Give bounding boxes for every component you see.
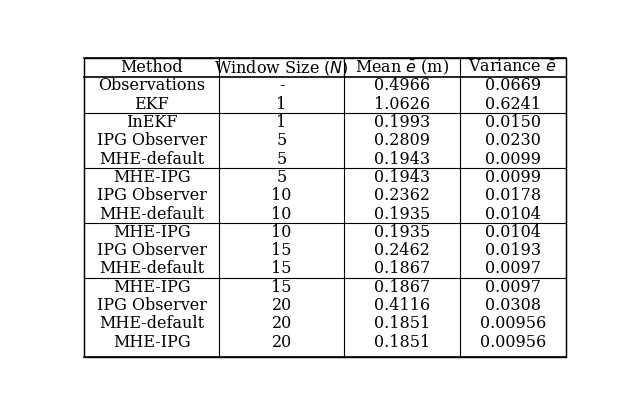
Text: 0.0178: 0.0178 [484, 187, 541, 204]
Text: 15: 15 [271, 279, 292, 296]
Text: MHE-IPG: MHE-IPG [113, 224, 190, 241]
Text: 0.1867: 0.1867 [374, 279, 430, 296]
Text: 15: 15 [271, 260, 292, 277]
Text: 20: 20 [271, 315, 292, 333]
Text: 15: 15 [271, 242, 292, 259]
Text: 0.1851: 0.1851 [374, 315, 430, 333]
Text: 10: 10 [271, 206, 292, 222]
Text: 5: 5 [276, 132, 287, 149]
Text: 0.1851: 0.1851 [374, 334, 430, 351]
Text: EKF: EKF [134, 95, 169, 113]
Text: 20: 20 [271, 334, 292, 351]
Text: IPG Observer: IPG Observer [96, 297, 207, 314]
Text: 0.4116: 0.4116 [374, 297, 430, 314]
Text: MHE-IPG: MHE-IPG [113, 169, 190, 186]
Text: 0.0193: 0.0193 [484, 242, 541, 259]
Text: IPG Observer: IPG Observer [96, 187, 207, 204]
Text: 0.0099: 0.0099 [485, 151, 541, 168]
Text: Variance $\bar{e}$: Variance $\bar{e}$ [469, 59, 557, 76]
Text: 1: 1 [276, 114, 287, 131]
Text: 0.1935: 0.1935 [374, 224, 430, 241]
Text: IPG Observer: IPG Observer [96, 242, 207, 259]
Text: Observations: Observations [98, 78, 205, 94]
Text: 5: 5 [276, 151, 287, 168]
Text: 0.00956: 0.00956 [479, 315, 546, 333]
Text: 0.0097: 0.0097 [485, 279, 541, 296]
Text: MHE-default: MHE-default [99, 315, 204, 333]
Text: 0.1935: 0.1935 [374, 206, 430, 222]
Text: 0.0097: 0.0097 [485, 260, 541, 277]
Text: 0.1943: 0.1943 [374, 169, 430, 186]
Text: 0.1943: 0.1943 [374, 151, 430, 168]
Text: 0.0230: 0.0230 [485, 132, 541, 149]
Text: MHE-default: MHE-default [99, 206, 204, 222]
Text: 1.0626: 1.0626 [374, 95, 430, 113]
Text: 0.00956: 0.00956 [479, 334, 546, 351]
Text: 0.0669: 0.0669 [484, 78, 541, 94]
Text: 0.2809: 0.2809 [374, 132, 430, 149]
Text: InEKF: InEKF [126, 114, 178, 131]
Text: Window Size $(N)$: Window Size $(N)$ [214, 58, 349, 77]
Text: MHE-default: MHE-default [99, 260, 204, 277]
Text: 10: 10 [271, 187, 292, 204]
Text: 0.0104: 0.0104 [485, 206, 541, 222]
Text: 1: 1 [276, 95, 287, 113]
Text: 0.2462: 0.2462 [374, 242, 430, 259]
Text: -: - [279, 78, 284, 94]
Text: 0.0150: 0.0150 [485, 114, 541, 131]
Text: Method: Method [120, 59, 183, 76]
Text: MHE-IPG: MHE-IPG [113, 334, 190, 351]
Text: IPG Observer: IPG Observer [96, 132, 207, 149]
Text: 0.0099: 0.0099 [485, 169, 541, 186]
Text: 0.2362: 0.2362 [374, 187, 430, 204]
Text: 0.1867: 0.1867 [374, 260, 430, 277]
Text: 5: 5 [276, 169, 287, 186]
Text: Mean $\bar{e}$ (m): Mean $\bar{e}$ (m) [355, 58, 449, 77]
Text: 20: 20 [271, 297, 292, 314]
Text: 0.1993: 0.1993 [374, 114, 430, 131]
Text: 0.0308: 0.0308 [485, 297, 541, 314]
Text: 0.4966: 0.4966 [374, 78, 430, 94]
Text: 0.6241: 0.6241 [485, 95, 541, 113]
Text: MHE-default: MHE-default [99, 151, 204, 168]
Text: 0.0104: 0.0104 [485, 224, 541, 241]
Text: MHE-IPG: MHE-IPG [113, 279, 190, 296]
Text: 10: 10 [271, 224, 292, 241]
